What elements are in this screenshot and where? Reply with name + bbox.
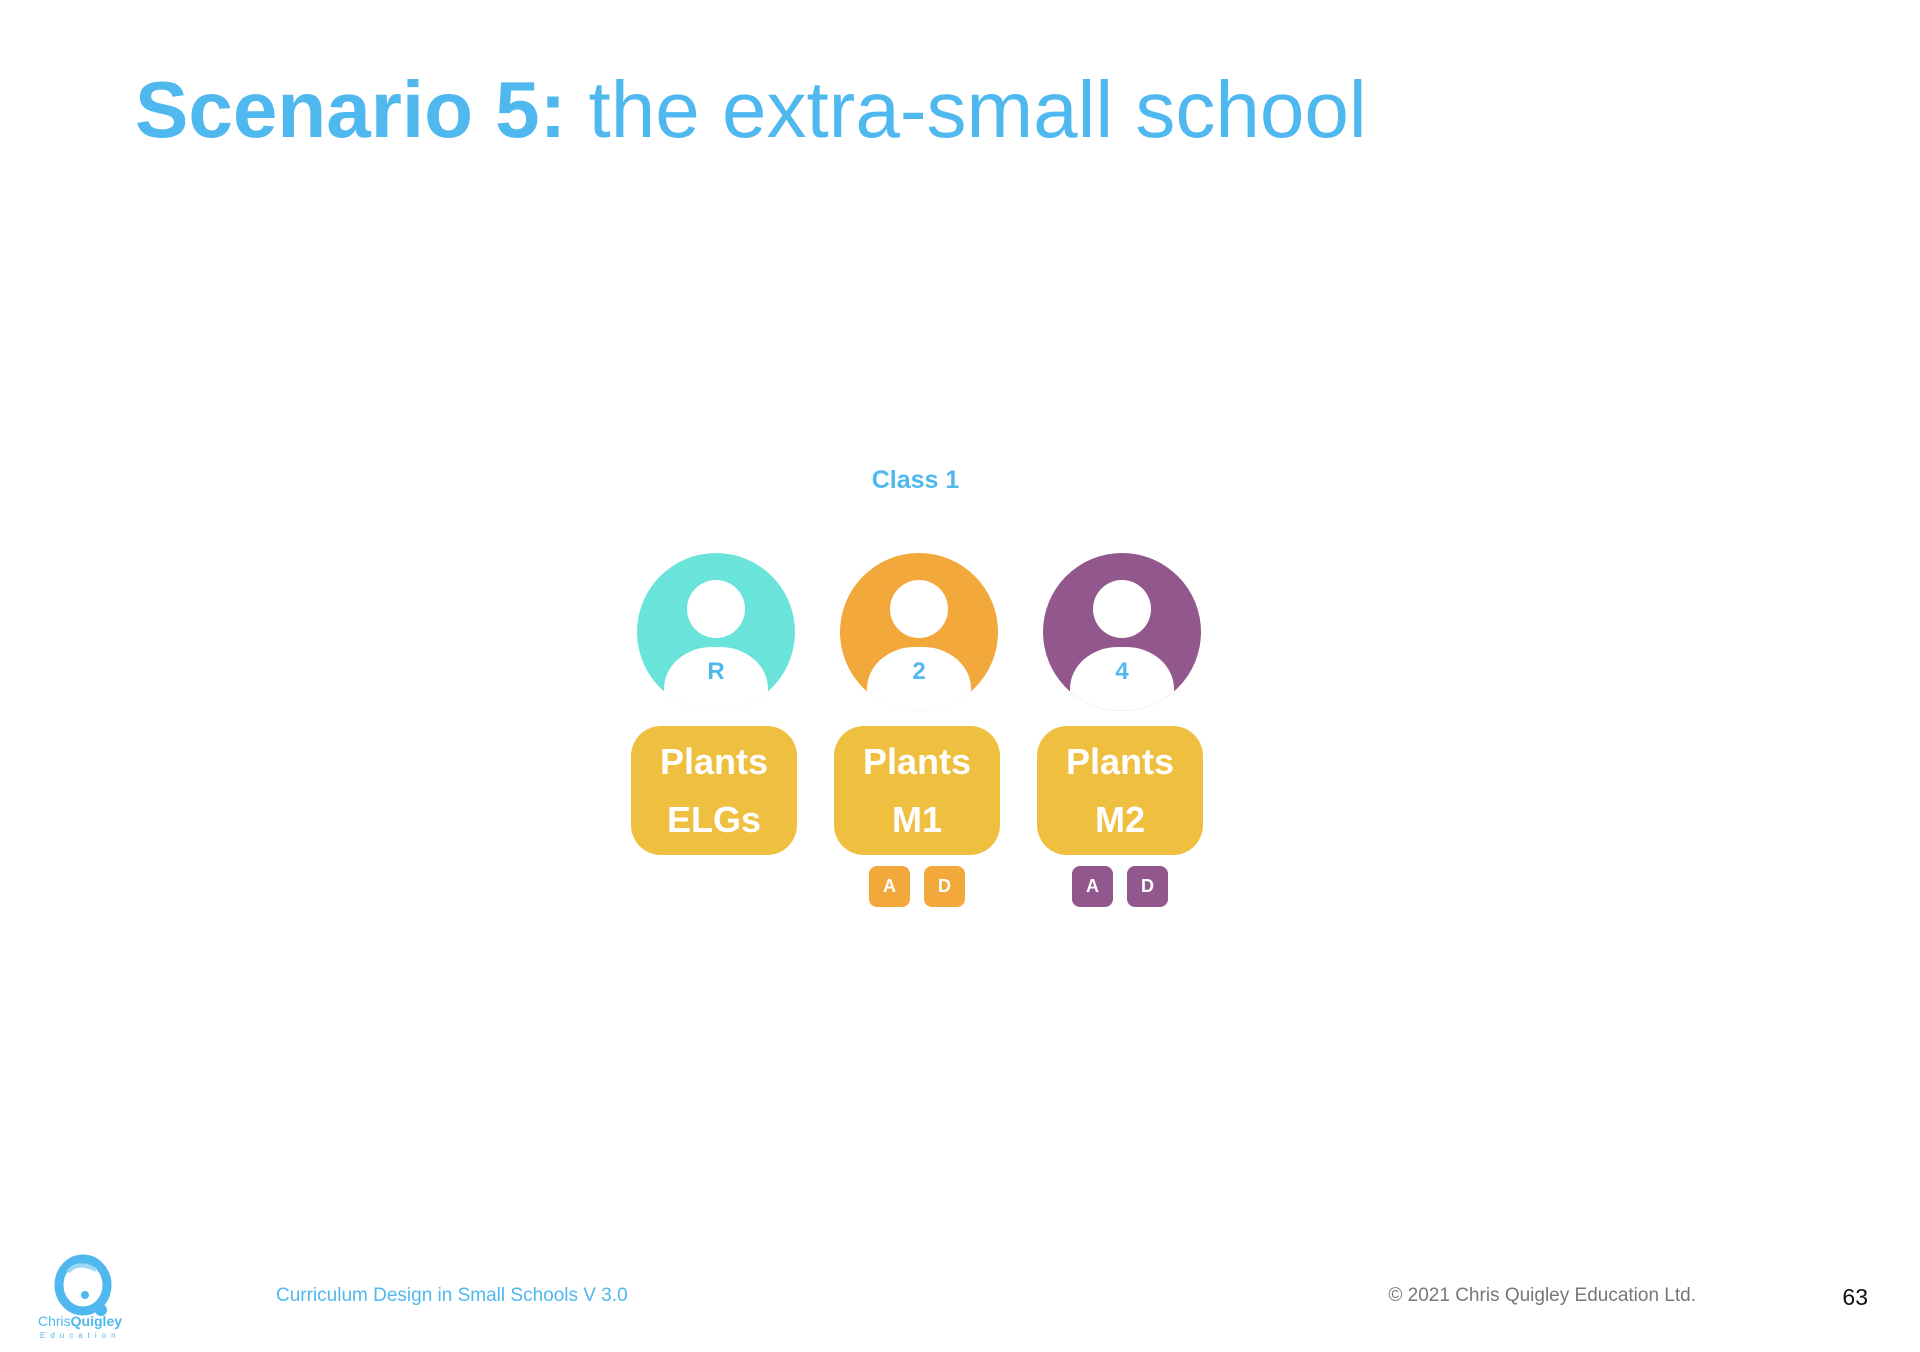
badge-a: A — [1072, 866, 1113, 907]
logo-name-first: Chris — [38, 1313, 71, 1329]
badge-row: A D — [1037, 866, 1203, 907]
slide-title-rest: the extra-small school — [566, 65, 1367, 154]
logo-name: ChrisQuigley — [38, 1313, 122, 1329]
badge-a: A — [869, 866, 910, 907]
year-label: 4 — [1115, 658, 1129, 685]
badge-d: D — [1127, 866, 1168, 907]
footer-doc-title: Curriculum Design in Small Schools V 3.0 — [276, 1285, 628, 1306]
logo-subtitle: Education — [40, 1331, 121, 1340]
year-label: R — [707, 658, 725, 685]
person-icon: 2 — [840, 553, 998, 711]
topic-line-1: Plants — [659, 740, 769, 782]
topic-line-1: Plants — [1065, 740, 1175, 782]
topic-line-1: Plants — [862, 740, 972, 782]
topic-box: Plants M1 — [834, 726, 1000, 855]
year-label: 2 — [912, 658, 926, 685]
badge-row: A D — [834, 866, 1000, 907]
footer-copyright: © 2021 Chris Quigley Education Ltd. — [1388, 1285, 1696, 1306]
topic-box: Plants ELGs — [631, 726, 797, 855]
topic-line-2: M1 — [891, 798, 942, 840]
person-icon: 4 — [1043, 553, 1201, 711]
topic-line-2: M2 — [1094, 798, 1145, 840]
person-icon: R — [637, 553, 795, 711]
logo-name-second: Quigley — [70, 1313, 123, 1329]
class-label: Class 1 — [871, 466, 960, 494]
slide-title-bold: Scenario 5: — [135, 65, 567, 154]
badge-d: D — [924, 866, 965, 907]
topic-box: Plants M2 — [1037, 726, 1203, 855]
topic-line-2: ELGs — [666, 798, 762, 840]
page-number: 63 — [1842, 1284, 1868, 1310]
slide-title: Scenario 5: the extra-small school — [135, 64, 1367, 156]
chris-quigley-logo-icon — [54, 1254, 112, 1316]
